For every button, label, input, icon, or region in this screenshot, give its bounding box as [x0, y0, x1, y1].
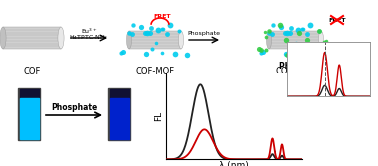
- Point: [323, 40, 329, 43]
- Bar: [269, 31, 321, 49]
- Point: [283, 39, 289, 41]
- Point: [282, 32, 288, 34]
- Bar: [18, 88, 40, 140]
- Point: [287, 32, 293, 35]
- Point: [316, 30, 322, 32]
- Point: [160, 28, 166, 31]
- Point: [288, 27, 294, 29]
- Point: [304, 33, 310, 35]
- Point: [307, 23, 313, 26]
- Point: [184, 54, 191, 56]
- Bar: [110, 98, 129, 138]
- Point: [130, 24, 136, 27]
- Ellipse shape: [127, 31, 132, 49]
- Point: [142, 32, 148, 34]
- Point: [299, 28, 305, 30]
- Text: Phosphate: Phosphate: [187, 32, 220, 37]
- Ellipse shape: [178, 31, 184, 49]
- Point: [321, 40, 327, 43]
- Point: [155, 29, 161, 31]
- Text: Phosphate: Phosphate: [51, 103, 97, 113]
- Point: [153, 42, 159, 44]
- Point: [300, 28, 306, 31]
- Text: Eu$^{3+}$: Eu$^{3+}$: [81, 26, 98, 36]
- Text: COF-MOF: COF-MOF: [135, 67, 175, 76]
- Point: [295, 29, 301, 31]
- Point: [299, 52, 305, 55]
- Y-axis label: FL: FL: [155, 111, 164, 121]
- Point: [296, 32, 302, 35]
- Point: [263, 49, 269, 51]
- Text: H$_4$TPTC-NH$_2$: H$_4$TPTC-NH$_2$: [70, 34, 108, 42]
- Point: [259, 52, 265, 54]
- Point: [289, 48, 295, 50]
- Ellipse shape: [58, 27, 64, 49]
- Point: [118, 52, 124, 54]
- Point: [172, 53, 178, 55]
- Point: [260, 50, 266, 53]
- Point: [176, 30, 182, 32]
- Text: COF-MOF: COF-MOF: [276, 67, 314, 76]
- Bar: [20, 98, 39, 138]
- Point: [312, 53, 318, 55]
- Point: [138, 26, 144, 28]
- Point: [284, 31, 290, 34]
- Point: [126, 32, 132, 35]
- Text: Phosphate addition: Phosphate addition: [279, 62, 364, 71]
- Point: [285, 54, 291, 56]
- Point: [159, 28, 165, 30]
- Point: [256, 47, 262, 50]
- Ellipse shape: [266, 31, 271, 49]
- Point: [278, 26, 284, 28]
- Bar: [129, 31, 181, 49]
- Point: [129, 32, 135, 35]
- Point: [269, 32, 275, 35]
- Point: [143, 53, 149, 56]
- Point: [164, 33, 170, 35]
- Point: [293, 42, 299, 44]
- Point: [149, 48, 155, 50]
- Point: [258, 48, 264, 51]
- Point: [283, 53, 289, 56]
- Text: FRET: FRET: [328, 17, 346, 23]
- Point: [144, 31, 150, 34]
- Bar: [110, 89, 129, 98]
- Ellipse shape: [319, 31, 324, 49]
- Point: [159, 52, 165, 55]
- Point: [167, 23, 173, 26]
- Bar: [108, 88, 130, 140]
- Point: [266, 29, 273, 32]
- Point: [266, 32, 272, 35]
- Point: [324, 54, 330, 56]
- Ellipse shape: [0, 27, 6, 49]
- Point: [262, 30, 268, 33]
- Point: [277, 24, 284, 27]
- Point: [316, 30, 322, 32]
- Text: FRET: FRET: [153, 13, 171, 18]
- Point: [263, 36, 269, 39]
- Point: [148, 27, 154, 29]
- Bar: [20, 89, 39, 98]
- Point: [120, 50, 126, 53]
- Bar: [3, 27, 61, 49]
- Point: [304, 38, 310, 41]
- Text: COF: COF: [23, 67, 41, 76]
- X-axis label: λ (nm): λ (nm): [220, 161, 249, 166]
- Point: [147, 32, 153, 35]
- Point: [270, 24, 276, 27]
